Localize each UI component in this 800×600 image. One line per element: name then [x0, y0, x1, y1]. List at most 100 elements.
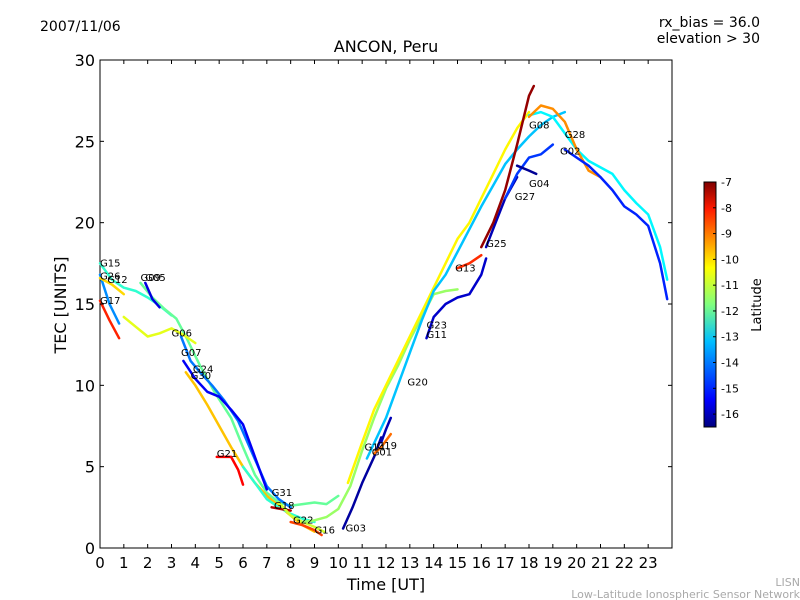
sat-label-g27: G27 [515, 192, 535, 203]
sat-label-g16: G16 [315, 525, 335, 536]
sat-label-g06: G06 [172, 329, 192, 340]
y-tick-label: 15 [75, 295, 95, 314]
sat-label-g26: G26 [100, 272, 120, 283]
x-tick-label: 17 [496, 554, 515, 572]
series-g13 [456, 253, 483, 270]
sat-label-g21: G21 [217, 449, 237, 460]
x-tick-label: 0 [95, 554, 105, 572]
y-tick-label: 10 [75, 376, 95, 395]
series-g11 [425, 257, 488, 340]
colorbar-tick-label: -8 [721, 202, 732, 215]
chart-title: ANCON, Peru [334, 37, 438, 56]
sat-label-g05: G05 [145, 273, 165, 284]
x-tick-label: 15 [448, 554, 467, 572]
series-g02 [527, 104, 602, 179]
series-g06 [122, 315, 197, 345]
series-g18 [270, 506, 292, 512]
sat-label-g22: G22 [293, 516, 313, 527]
series-g05 [144, 281, 161, 309]
colorbar-tick-label: -7 [721, 176, 732, 189]
sat-label-g31: G31 [272, 488, 292, 499]
colorbar-label: Latitude [750, 278, 765, 332]
y-tick-label: 30 [75, 51, 95, 70]
y-tick-label: 5 [85, 458, 95, 477]
series-g26 [98, 273, 121, 325]
sat-label-g08: G08 [529, 120, 549, 131]
series-g16 [289, 520, 323, 537]
y-tick-label: 20 [75, 214, 95, 233]
colorbar-tick-label: -15 [721, 382, 739, 395]
date-label: 2007/11/06 [40, 19, 121, 35]
x-tick-label: 16 [472, 554, 491, 572]
plot-area [99, 59, 673, 549]
y-tick-label: 0 [85, 539, 95, 558]
x-tick-label: 3 [167, 554, 177, 572]
series-g17 [98, 299, 121, 340]
sat-label-g28: G28 [565, 130, 585, 141]
series-g31 [241, 465, 316, 524]
sat-label-g09: G09 [141, 273, 161, 284]
colorbar-tick-label: -9 [721, 228, 732, 241]
sat-label-g04: G04 [529, 179, 549, 190]
colorbar-ticks: -7 -8 -9 -10 -11 -12 -13 -14 -15 -16 [713, 176, 739, 421]
series-g28 [527, 110, 669, 281]
sat-label-g20: G20 [407, 377, 427, 388]
sat-label-g23: G23 [427, 320, 447, 331]
series-g08 [480, 84, 536, 249]
series-g23 [365, 110, 567, 460]
series-g20 [346, 110, 531, 485]
sat-label-g02: G02 [560, 146, 580, 157]
colorbar-tick-label: -10 [721, 253, 739, 266]
series-g09 [139, 281, 340, 507]
sat-label-g18: G18 [274, 501, 294, 512]
sat-label-g01: G01 [372, 447, 392, 458]
colorbar-tick-label: -16 [721, 408, 739, 421]
sat-label-g07: G07 [181, 348, 201, 359]
elevation-label: elevation > 30 [657, 31, 760, 47]
sat-label-g14: G14 [365, 442, 385, 453]
series-g04 [515, 164, 538, 176]
x-tick-label: 10 [329, 554, 348, 572]
colorbar-tick-label: -12 [721, 305, 739, 318]
rx-bias-label: rx_bias = 36.0 [659, 15, 760, 31]
sat-label-g15: G15 [100, 259, 120, 270]
x-tick-label: 9 [310, 554, 320, 572]
series-g12 [98, 276, 126, 296]
sat-label-g13: G13 [455, 264, 475, 275]
x-tick-label: 4 [191, 554, 201, 572]
series-g27 [503, 143, 555, 200]
x-tick-label: 22 [615, 554, 634, 572]
y-axis-ticks: 0 5 10 15 20 25 30 [75, 51, 672, 558]
series-layer [98, 84, 669, 537]
colorbar [703, 181, 717, 428]
lisn-long: Low-Latitude Ionospheric Sensor Network [571, 588, 800, 600]
series-g21 [215, 455, 245, 486]
x-tick-label: 20 [567, 554, 586, 572]
x-tick-label: 23 [639, 554, 658, 572]
x-tick-label: 7 [262, 554, 272, 572]
series-g02b [563, 148, 669, 301]
x-tick-label: 14 [424, 554, 443, 572]
x-tick-label: 21 [591, 554, 610, 572]
x-tick-label: 8 [286, 554, 296, 572]
colorbar-tick-label: -14 [721, 357, 739, 370]
lisn-short: LISN [775, 576, 800, 589]
y-axis-label: TEC [UNITS] [51, 257, 70, 355]
sat-label-g03: G03 [346, 524, 366, 535]
sat-label-g25: G25 [486, 239, 506, 250]
x-tick-label: 13 [400, 554, 419, 572]
series-g19 [379, 416, 393, 444]
sat-label-g17: G17 [100, 296, 120, 307]
sat-label-g19: G19 [377, 441, 397, 452]
colorbar-tick-label: -11 [721, 279, 739, 292]
x-axis-ticks: 0 1 2 3 4 5 6 7 8 9 10 11 12 13 14 15 16 17 18 19 20 21 22 23 [95, 60, 658, 572]
x-tick-label: 18 [519, 554, 538, 572]
sat-label-g11: G11 [427, 330, 447, 341]
x-tick-label: 1 [119, 554, 129, 572]
y-tick-label: 25 [75, 132, 95, 151]
x-tick-label: 2 [143, 554, 153, 572]
x-tick-label: 12 [376, 554, 395, 572]
series-g01 [372, 432, 393, 455]
